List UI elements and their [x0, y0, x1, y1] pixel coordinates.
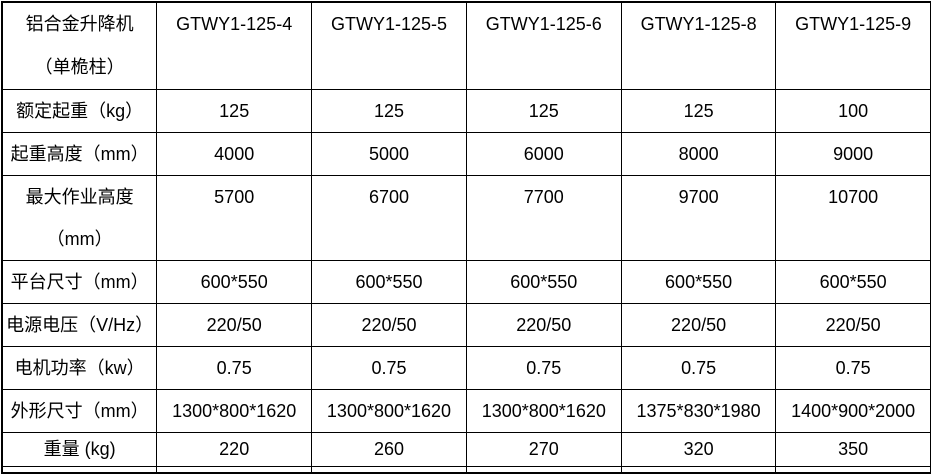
table-row-max-working-height: 最大作业高度 （mm） 5700 6700 7700 9700 10700	[1, 175, 931, 261]
spec-cell: 600*550	[311, 260, 467, 304]
spec-cell: 125	[156, 89, 313, 133]
spec-cell: 125	[620, 89, 777, 133]
spec-cell: 9700	[620, 175, 777, 261]
spec-cell: 350	[775, 432, 931, 467]
spec-cell: 7700	[465, 175, 622, 261]
row-label-cell: 最大作业高度 （mm）	[1, 175, 158, 261]
spec-cell: 10700	[775, 175, 931, 261]
spec-cell: 9000	[775, 132, 931, 176]
table-row-power-voltage: 电源电压（V/Hz） 220/50 220/50 220/50 220/50 2…	[1, 303, 931, 347]
spec-cell: 6700	[311, 175, 467, 261]
spec-cell: 0.75	[775, 346, 931, 390]
spec-cell: 220/50	[311, 303, 467, 347]
spec-cell: 220/50	[465, 303, 622, 347]
spec-cell: 600*550	[620, 260, 777, 304]
spec-cell: 125	[465, 89, 622, 133]
spec-cell: 5700	[156, 175, 313, 261]
spec-cell: 1300*800*1620	[465, 389, 622, 433]
spec-cell: 220/50	[156, 303, 313, 347]
table-row-lift-height: 起重高度（mm） 4000 5000 6000 8000 9000	[1, 132, 931, 176]
row-label-cell: 电机功率（kw）	[1, 346, 158, 390]
spec-cell: 600*550	[775, 260, 931, 304]
spec-cell: 1300*800*1620	[156, 389, 313, 433]
table-row-rated-load: 额定起重（kg） 125 125 125 125 100	[1, 89, 931, 133]
row-label-cell: 重量 (kg)	[1, 432, 158, 467]
row-label-cell: 电源电压（V/Hz）	[1, 303, 158, 347]
filler-cell	[311, 466, 467, 474]
spec-cell: 1375*830*1980	[620, 389, 777, 433]
filler-cell	[775, 466, 931, 474]
filler-cell	[465, 466, 622, 474]
spec-cell: 220	[156, 432, 313, 467]
model-header-cell: GTWY1-125-8	[620, 1, 777, 90]
table-row-overall-size: 外形尺寸（mm） 1300*800*1620 1300*800*1620 130…	[1, 389, 931, 433]
table-row-weight: 重量 (kg) 220 260 270 320 350	[1, 432, 931, 467]
header-row: 铝合金升降机 （单桅柱） GTWY1-125-4 GTWY1-125-5 GTW…	[1, 1, 931, 90]
row-label-cell: 额定起重（kg）	[1, 89, 158, 133]
filler-cell	[620, 466, 777, 474]
row-label-cell: 起重高度（mm）	[1, 132, 158, 176]
spec-cell: 220/50	[620, 303, 777, 347]
spec-cell: 8000	[620, 132, 777, 176]
filler-cell	[1, 466, 158, 474]
corner-title-cell: 铝合金升降机 （单桅柱）	[1, 1, 158, 90]
bottom-filler-row	[1, 466, 931, 474]
spec-cell: 4000	[156, 132, 313, 176]
model-header-cell: GTWY1-125-5	[311, 1, 467, 90]
spec-cell: 100	[775, 89, 931, 133]
spec-cell: 1300*800*1620	[311, 389, 467, 433]
table-row-platform-size: 平台尺寸（mm） 600*550 600*550 600*550 600*550…	[1, 260, 931, 304]
table-row-motor-power: 电机功率（kw） 0.75 0.75 0.75 0.75 0.75	[1, 346, 931, 390]
model-header-cell: GTWY1-125-6	[465, 1, 622, 90]
model-header-cell: GTWY1-125-9	[775, 1, 931, 90]
spec-cell: 600*550	[465, 260, 622, 304]
row-label-cell: 平台尺寸（mm）	[1, 260, 158, 304]
spec-cell: 600*550	[156, 260, 313, 304]
spec-cell: 125	[311, 89, 467, 133]
spec-cell: 220/50	[775, 303, 931, 347]
spec-cell: 0.75	[311, 346, 467, 390]
spec-cell: 5000	[311, 132, 467, 176]
spec-cell: 0.75	[620, 346, 777, 390]
model-header-cell: GTWY1-125-4	[156, 1, 313, 90]
spec-cell: 320	[620, 432, 777, 467]
spec-cell: 6000	[465, 132, 622, 176]
filler-cell	[156, 466, 313, 474]
spec-cell: 270	[465, 432, 622, 467]
spec-cell: 260	[311, 432, 467, 467]
spec-cell: 0.75	[156, 346, 313, 390]
spec-cell: 1400*900*2000	[775, 389, 931, 433]
row-label-cell: 外形尺寸（mm）	[1, 389, 158, 433]
spec-cell: 0.75	[465, 346, 622, 390]
